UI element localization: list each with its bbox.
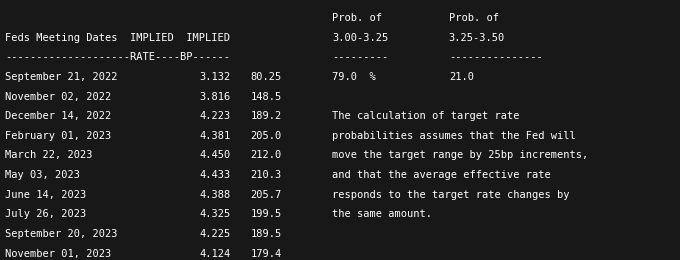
- Text: July 26, 2023: July 26, 2023: [5, 209, 86, 219]
- Text: Prob. of: Prob. of: [332, 13, 382, 23]
- Text: 179.4: 179.4: [250, 249, 282, 258]
- Text: 189.2: 189.2: [250, 111, 282, 121]
- Text: 4.381: 4.381: [199, 131, 231, 141]
- Text: Prob. of: Prob. of: [449, 13, 499, 23]
- Text: --------------------RATE----BP------: --------------------RATE----BP------: [5, 52, 231, 62]
- Text: 148.5: 148.5: [250, 92, 282, 101]
- Text: 205.7: 205.7: [250, 190, 282, 200]
- Text: ---------------: ---------------: [449, 52, 543, 62]
- Text: 205.0: 205.0: [250, 131, 282, 141]
- Text: and that the average effective rate: and that the average effective rate: [332, 170, 551, 180]
- Text: 189.5: 189.5: [250, 229, 282, 239]
- Text: 210.3: 210.3: [250, 170, 282, 180]
- Text: 3.816: 3.816: [199, 92, 231, 101]
- Text: 3.00-3.25: 3.00-3.25: [332, 33, 388, 43]
- Text: move the target range by 25bp increments,: move the target range by 25bp increments…: [332, 150, 588, 160]
- Text: 4.325: 4.325: [199, 209, 231, 219]
- Text: 212.0: 212.0: [250, 150, 282, 160]
- Text: the same amount.: the same amount.: [332, 209, 432, 219]
- Text: 199.5: 199.5: [250, 209, 282, 219]
- Text: 21.0: 21.0: [449, 72, 474, 82]
- Text: 4.433: 4.433: [199, 170, 231, 180]
- Text: 4.450: 4.450: [199, 150, 231, 160]
- Text: November 01, 2023: November 01, 2023: [5, 249, 112, 258]
- Text: May 03, 2023: May 03, 2023: [5, 170, 80, 180]
- Text: ---------: ---------: [332, 52, 388, 62]
- Text: 4.124: 4.124: [199, 249, 231, 258]
- Text: The calculation of target rate: The calculation of target rate: [332, 111, 520, 121]
- Text: probabilities assumes that the Fed will: probabilities assumes that the Fed will: [332, 131, 575, 141]
- Text: 4.388: 4.388: [199, 190, 231, 200]
- Text: June 14, 2023: June 14, 2023: [5, 190, 86, 200]
- Text: 80.25: 80.25: [250, 72, 282, 82]
- Text: Feds Meeting Dates  IMPLIED  IMPLIED: Feds Meeting Dates IMPLIED IMPLIED: [5, 33, 231, 43]
- Text: 3.132: 3.132: [199, 72, 231, 82]
- Text: responds to the target rate changes by: responds to the target rate changes by: [332, 190, 569, 200]
- Text: 79.0  %: 79.0 %: [332, 72, 375, 82]
- Text: November 02, 2022: November 02, 2022: [5, 92, 112, 101]
- Text: March 22, 2023: March 22, 2023: [5, 150, 93, 160]
- Text: February 01, 2023: February 01, 2023: [5, 131, 112, 141]
- Text: 4.225: 4.225: [199, 229, 231, 239]
- Text: December 14, 2022: December 14, 2022: [5, 111, 112, 121]
- Text: September 20, 2023: September 20, 2023: [5, 229, 118, 239]
- Text: 3.25-3.50: 3.25-3.50: [449, 33, 505, 43]
- Text: 4.223: 4.223: [199, 111, 231, 121]
- Text: September 21, 2022: September 21, 2022: [5, 72, 118, 82]
